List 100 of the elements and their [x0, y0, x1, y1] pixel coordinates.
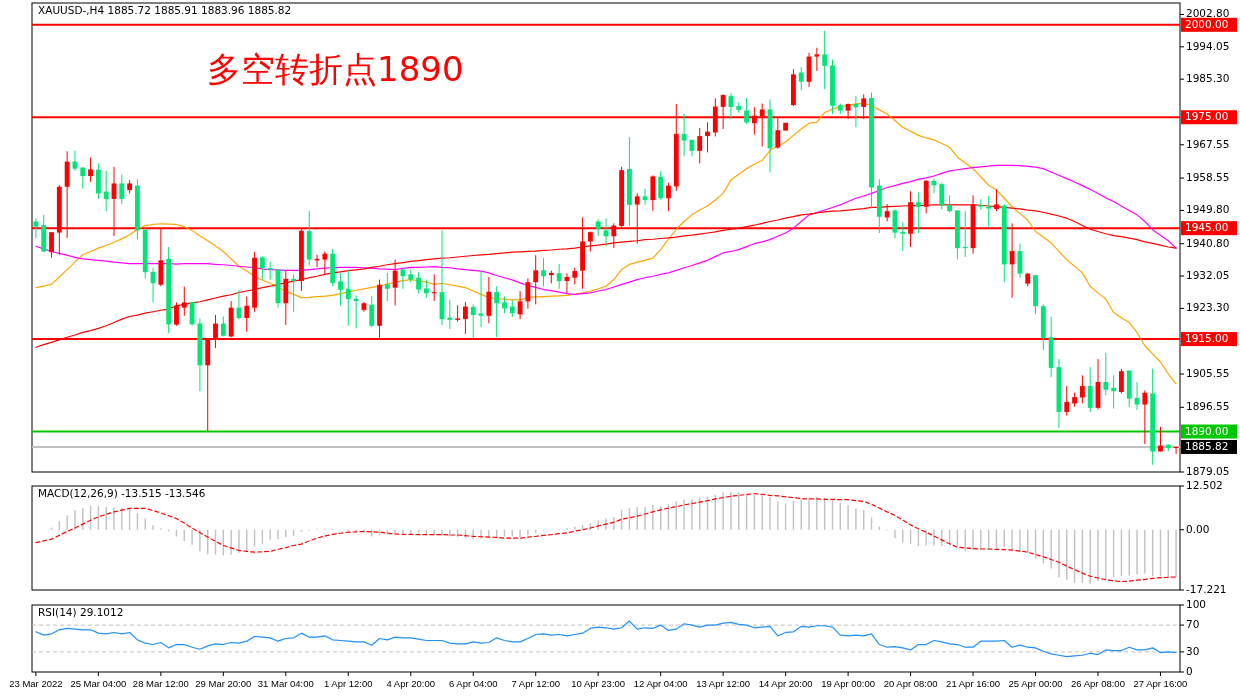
ref-line-label: 2000.00 [1185, 17, 1229, 30]
x-tick-label: 1 Apr 12:00 [323, 678, 373, 689]
candlestick [259, 255, 265, 281]
ref-line-label: 1915.00 [1185, 332, 1229, 345]
candlestick [353, 294, 359, 329]
y-tick-label: -17.221 [1186, 583, 1227, 595]
candlestick [658, 170, 664, 201]
ref-line-label: 1885.82 [1185, 439, 1229, 452]
x-tick-label: 10 Apr 23:00 [571, 678, 626, 689]
chart-title: MACD(12,26,9) -13.515 -13.546 [38, 487, 206, 499]
candlestick [900, 221, 906, 252]
x-tick-label: 19 Apr 00:00 [821, 678, 876, 689]
candlestick [962, 210, 968, 258]
candlestick [541, 257, 546, 288]
y-tick-label: 1923.30 [1186, 301, 1230, 314]
candlestick [369, 295, 375, 328]
y-tick-label: 1905.55 [1186, 367, 1230, 380]
candlestick [697, 127, 703, 164]
candlestick [853, 95, 859, 128]
x-tick-label: 20 Apr 08:00 [883, 678, 938, 689]
candlestick [814, 47, 820, 72]
candlestick [1119, 368, 1124, 394]
y-tick-label: 100 [1186, 598, 1207, 610]
y-tick-label: 1932.05 [1186, 269, 1230, 282]
ref-line-label: 1975.00 [1185, 110, 1229, 123]
x-tick-label: 25 Apr 00:00 [1008, 678, 1063, 689]
candlestick [244, 296, 250, 333]
y-tick-label: 0.00 [1186, 522, 1210, 535]
candlestick [798, 66, 804, 91]
candlestick [189, 301, 195, 327]
candlestick [322, 250, 328, 275]
x-tick-label: 28 Mar 12:00 [132, 678, 189, 689]
candlestick [345, 269, 351, 327]
candlestick [1173, 446, 1179, 455]
candlestick [338, 272, 343, 307]
x-tick-label: 7 Apr 12:00 [511, 678, 561, 689]
candlestick [556, 263, 562, 290]
candlestick [986, 195, 992, 228]
y-tick-label: 1949.80 [1186, 203, 1230, 216]
candlestick [705, 121, 710, 153]
candlestick [915, 191, 921, 234]
candlestick [267, 260, 273, 281]
x-tick-label: 6 Apr 04:00 [448, 678, 498, 689]
x-tick-label: 12 Apr 04:00 [633, 678, 688, 689]
candlestick [978, 198, 984, 211]
x-tick-label: 29 Mar 20:00 [195, 678, 252, 689]
y-tick-label: 2002.80 [1186, 7, 1230, 20]
candlestick [33, 217, 39, 239]
candlestick [470, 303, 476, 339]
candlestick [291, 273, 297, 313]
ref-line-label: 1890.00 [1185, 424, 1229, 437]
candlestick [1079, 374, 1085, 404]
y-tick-label: 1879.05 [1186, 465, 1230, 477]
candlestick [1111, 374, 1117, 410]
candlestick [681, 113, 687, 157]
x-tick-label: 4 Apr 20:00 [386, 678, 436, 689]
candlestick [494, 285, 500, 338]
candlestick [463, 301, 468, 335]
candlestick [103, 170, 109, 212]
y-tick-label: 1985.30 [1186, 72, 1230, 85]
y-tick-label: 12.502 [1186, 479, 1223, 491]
chart-title: XAUUSD-,H4 1885.72 1885.91 1883.96 1885.82 [38, 4, 292, 16]
candlestick [49, 231, 54, 259]
x-tick-label: 27 Apr 16:00 [1133, 678, 1188, 689]
ref-line-label: 1945.00 [1185, 221, 1229, 234]
x-tick-label: 31 Mar 04:00 [257, 678, 314, 689]
line-series [35, 620, 1177, 658]
candlestick [1142, 389, 1148, 445]
chart-title: RSI(14) 29.1012 [38, 606, 124, 618]
y-tick-label: 1958.55 [1186, 171, 1230, 184]
candlestick [88, 157, 93, 183]
x-tick-label: 26 Apr 08:00 [1071, 678, 1125, 689]
x-tick-label: 14 Apr 20:00 [758, 678, 813, 689]
candlestick [174, 301, 179, 327]
candlestick [1103, 352, 1109, 396]
candlestick [517, 290, 523, 320]
y-tick-label: 70 [1186, 618, 1200, 631]
candlestick [1087, 366, 1093, 413]
candlestick [1064, 385, 1070, 417]
candlestick [384, 272, 390, 302]
candlestick [423, 279, 429, 299]
candlestick [1017, 243, 1023, 279]
x-tick-label: 21 Apr 16:00 [946, 678, 1000, 689]
candlestick [744, 97, 749, 125]
y-tick-label: 0 [1186, 665, 1193, 677]
candlestick [431, 273, 437, 302]
candlestick [119, 174, 125, 205]
candlestick [939, 182, 945, 210]
candlestick [666, 182, 671, 212]
candlestick [455, 304, 461, 323]
y-tick-label: 1940.80 [1186, 236, 1230, 249]
y-tick-label: 1896.55 [1186, 400, 1230, 413]
candlestick [587, 230, 593, 252]
candlestick [533, 254, 539, 305]
y-tick-label: 30 [1186, 644, 1200, 657]
x-tick-label: 13 Apr 12:00 [696, 678, 751, 689]
x-tick-label: 23 Mar 2022 [9, 678, 63, 689]
x-tick-label: 25 Mar 04:00 [70, 678, 127, 689]
annotation: 多空转折点1890 [207, 49, 464, 89]
y-tick-label: 1967.55 [1186, 137, 1230, 150]
